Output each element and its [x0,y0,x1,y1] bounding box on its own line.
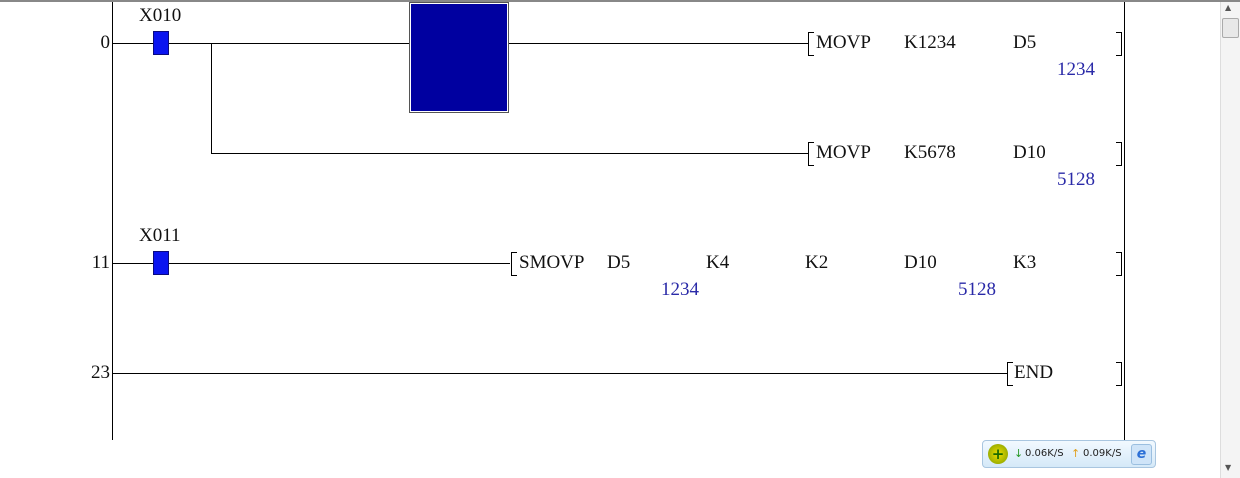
step-number: 11 [91,252,110,273]
vertical-scrollbar[interactable] [1220,2,1240,478]
instruction-op[interactable]: MOVP [816,32,871,53]
left-power-rail [112,2,113,440]
step-number: 23 [91,362,110,383]
instruction-operand: D10 [904,252,937,273]
cell-cursor[interactable] [409,2,509,113]
monitor-value: 5128 [958,279,996,300]
scrollbar-thumb[interactable] [1222,18,1239,38]
scroll-up-icon[interactable]: ▲ [1225,3,1232,12]
step-number: 0 [100,32,111,53]
instruction-op[interactable]: SMOVP [519,252,585,273]
instruction-operand: K3 [1013,252,1037,273]
window-top-border [0,0,1240,2]
network-speed-widget[interactable]: + ↓ 0.06K/S ↑ 0.09K/S e [982,440,1156,468]
instruction-op[interactable]: END [1014,362,1054,383]
scroll-down-icon[interactable]: ▼ [1225,463,1232,472]
monitor-value: 1234 [661,279,699,300]
instruction-bracket-right [1116,32,1122,56]
contact-x010[interactable] [153,31,169,55]
monitor-value: 5128 [1057,169,1095,190]
instruction-bracket-left [1007,362,1013,386]
instruction-operand: D5 [1013,32,1037,53]
instruction-bracket-right [1116,142,1122,166]
instruction-operand: D5 [607,252,631,273]
instruction-op[interactable]: MOVP [816,142,871,163]
instruction-operand: K1234 [904,32,956,53]
contact-label: X011 [139,225,181,246]
arrow-up-icon: ↑ [1071,447,1081,460]
arrow-down-icon: ↓ [1014,447,1024,460]
instruction-operand: K5678 [904,142,956,163]
right-power-rail [1124,2,1125,440]
instruction-operand: D10 [1013,142,1046,163]
instruction-bracket-right [1116,252,1122,276]
browser-icon[interactable]: e [1131,444,1152,465]
rung-wire [112,263,510,264]
branch-wire [211,153,808,154]
contact-x011[interactable] [153,251,169,275]
instruction-bracket-left [511,252,517,276]
instruction-bracket-left [808,142,814,166]
contact-label: X010 [139,5,182,26]
monitor-value: 1234 [1057,59,1095,80]
instruction-operand: K4 [706,252,730,273]
branch-wire [211,43,212,153]
instruction-operand: K2 [805,252,829,273]
rung-wire [112,373,1007,374]
instruction-bracket-right [1116,362,1122,386]
instruction-bracket-left [808,32,814,56]
upload-speed: 0.09K/S [1083,448,1122,459]
security-logo-icon[interactable]: + [988,444,1008,464]
download-speed: 0.06K/S [1025,448,1064,459]
